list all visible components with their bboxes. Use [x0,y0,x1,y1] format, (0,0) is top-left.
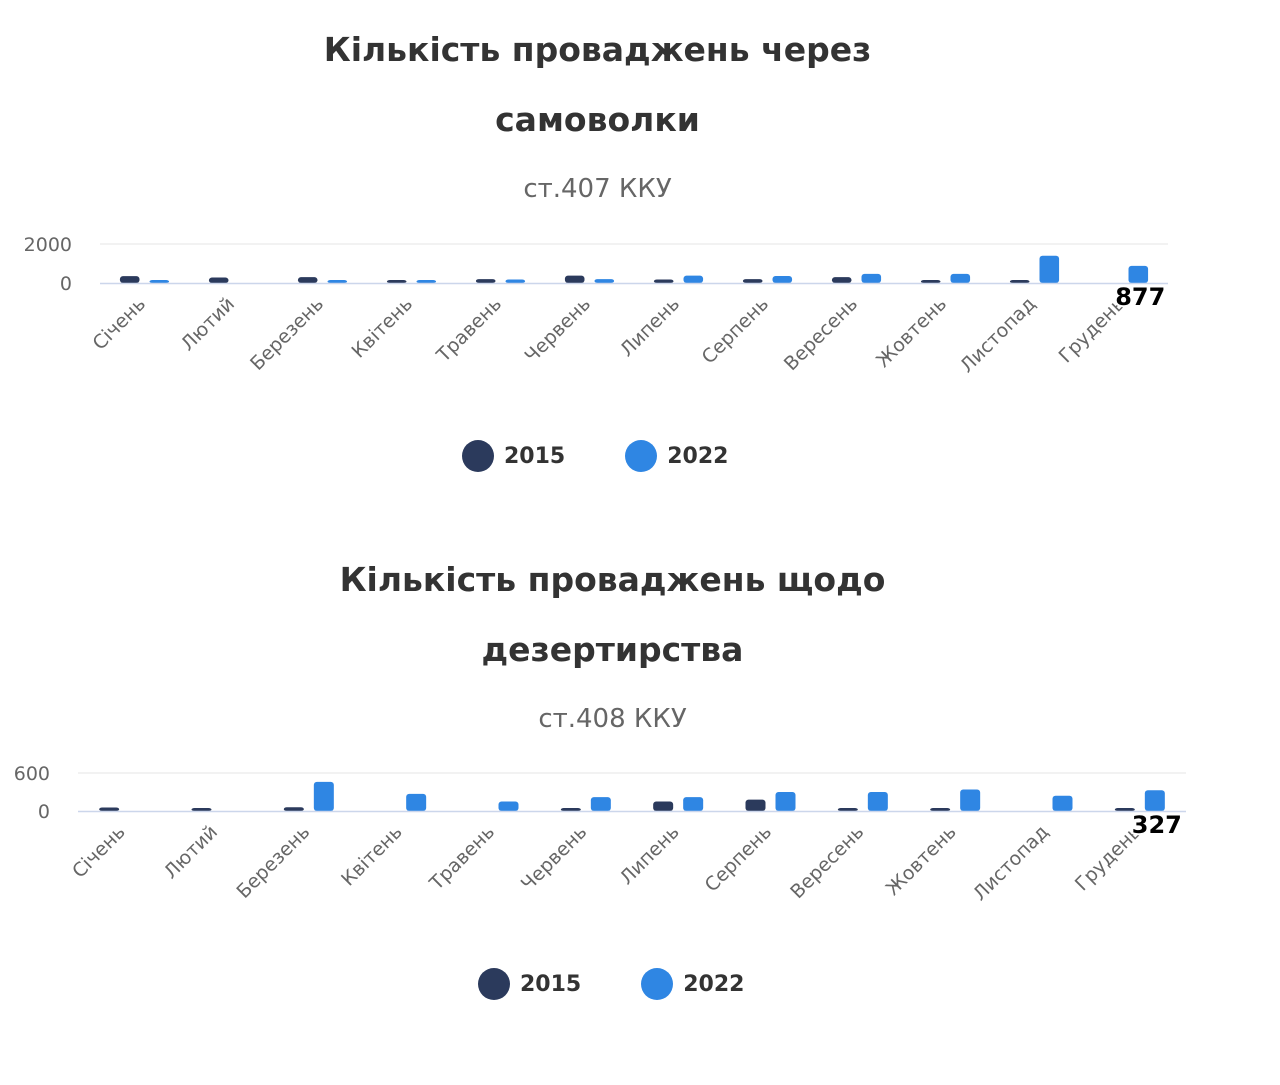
x-tick-label: Липень [616,821,684,889]
y-tick-label: 2000 [24,234,72,256]
legend-label-2022: 2022 [667,443,729,469]
x-tick-label: Липень [616,293,684,361]
bar-2015-6[interactable] [560,808,581,811]
legend-label-2022: 2022 [683,971,745,997]
bar-2022-7[interactable] [683,797,704,811]
bar-2015-3[interactable] [283,807,304,811]
bar-2022-5[interactable] [498,801,519,812]
legend-item-2022[interactable]: 2022 [641,968,744,1000]
x-tick-label: Березень [246,293,328,375]
legend-dot-2022-icon [641,968,674,1000]
bar-2022-11[interactable] [1039,255,1060,283]
x-tick-label: Вересень [786,821,868,903]
bar-2015-1[interactable] [119,276,140,283]
x-tick-label: Лютий [160,821,222,883]
x-tick-label: Лютий [177,293,239,355]
y-tick-label: 0 [38,801,50,823]
bar-2022-10[interactable] [950,273,971,283]
chart-title-line2: самоволки [495,100,700,139]
bar-2022-1[interactable] [149,280,170,283]
legend-label-2015: 2015 [504,443,566,469]
chart-title-line1: Кількість проваджень через [323,30,872,69]
x-tick-label: Січень [68,821,130,883]
legend-dot-2022-icon [625,440,658,472]
bar-2015-12[interactable] [1114,808,1135,811]
x-tick-label: Травень [425,821,499,895]
x-tick-label: Серпень [701,821,776,896]
legend-dot-2015-icon [478,968,510,1000]
bar-2015-10[interactable] [930,808,951,811]
bar-2022-6[interactable] [594,279,615,283]
bar-2022-11[interactable] [1052,795,1073,811]
bar-2015-3[interactable] [297,277,318,283]
chart-plot-area: 0 600 Січень Лютий Березень Квітень Травень Чер… [14,763,1186,905]
x-tick-label: Квітень [337,821,407,891]
x-tick-label: Серпень [698,293,773,368]
bar-2022-7[interactable] [683,275,704,283]
x-tick-label: Березень [232,821,314,903]
x-tick-label: Вересень [780,293,862,375]
bar-2015-10[interactable] [920,280,941,283]
bar-2015-9[interactable] [837,808,858,811]
bar-2015-1[interactable] [99,807,120,811]
bar-2015-8[interactable] [745,799,766,811]
chart-legend: 2015 2022 [478,968,804,1000]
bar-2022-9[interactable] [861,273,882,283]
bar-2022-4[interactable] [406,793,427,811]
bar-2022-5[interactable] [505,279,526,283]
data-label: 327 [1132,811,1182,839]
legend-item-2022[interactable]: 2022 [625,440,728,472]
x-tick-label: Листопад [969,821,1053,905]
bar-2022-8[interactable] [772,275,793,283]
chart-samovolky: Кількість проваджень через самоволки ст.… [0,0,1280,525]
bar-2015-2[interactable] [191,808,212,811]
chart-subtitle: ст.407 ККУ [523,174,672,204]
x-tick-label: Червень [521,293,595,367]
chart-title-line2: дезертирства [481,630,744,669]
bar-2015-6[interactable] [564,275,585,283]
bar-2022-4[interactable] [416,280,437,283]
bar-2022-9[interactable] [867,792,888,811]
data-label: 877 [1115,283,1165,311]
bar-2022-12[interactable] [1144,790,1165,811]
bar-2022-6[interactable] [590,797,611,811]
bar-2022-3[interactable] [313,781,334,811]
chart-title-line1: Кількість проваджень щодо [339,560,886,599]
chart-subtitle: ст.408 ККУ [538,704,687,734]
bar-2015-9[interactable] [831,277,852,283]
bar-2015-5[interactable] [475,279,496,283]
x-tick-label: Жовтень [882,821,961,900]
bar-2015-7[interactable] [653,279,674,283]
x-tick-label: Квітень [347,293,417,363]
bar-2022-12[interactable] [1128,265,1149,283]
bar-2015-7[interactable] [653,801,674,812]
legend-dot-2015-icon [462,440,494,472]
y-tick-label: 0 [60,273,72,295]
legend-item-2015[interactable]: 2015 [478,968,581,1000]
x-tick-label: Листопад [956,293,1040,377]
bar-2015-11[interactable] [1009,280,1030,283]
legend-item-2015[interactable]: 2015 [462,440,565,472]
chart-plot-area: 0 2000 Січень Лютий Березень Квітень Травень Че… [24,234,1168,377]
x-tick-label: Жовтень [872,293,951,372]
bar-2015-8[interactable] [742,279,763,283]
x-tick-label: Січень [88,293,150,355]
y-tick-label: 600 [14,763,50,785]
bar-2022-8[interactable] [775,792,796,811]
legend-label-2015: 2015 [520,971,582,997]
bar-2022-10[interactable] [960,789,981,811]
bar-2015-4[interactable] [386,280,407,283]
chart-legend: 2015 2022 [462,440,788,472]
bar-2022-3[interactable] [327,280,348,283]
x-tick-label: Червень [517,821,591,895]
x-tick-label: Травень [432,293,506,367]
bar-2015-2[interactable] [208,277,229,283]
chart-dezertyrstvo: Кількість проваджень щодо дезертирства с… [0,530,1280,1060]
